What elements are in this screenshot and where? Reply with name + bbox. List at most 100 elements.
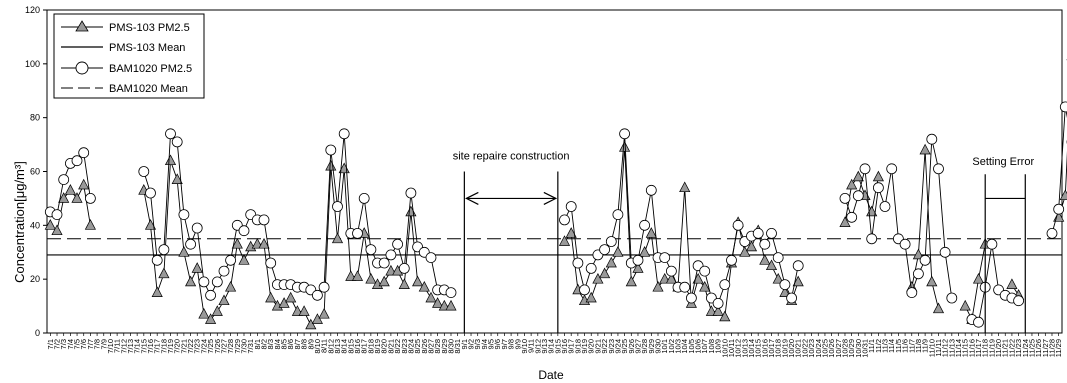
point-pms: [445, 299, 457, 311]
point-pms: [378, 275, 390, 287]
point-bam: [585, 262, 597, 274]
x-tick-label: 10/20: [787, 339, 796, 358]
x-tick-label: 8/30: [447, 339, 456, 354]
point-pms: [652, 280, 664, 292]
x-tick-label: 8/4: [273, 339, 282, 349]
x-tick-label: 9/15: [553, 339, 562, 354]
point-pms: [285, 291, 297, 303]
x-tick-label: 7/12: [119, 339, 128, 354]
x-tick-label: 8/26: [420, 339, 429, 354]
x-tick-label: 8/19: [373, 339, 382, 354]
point-bam: [78, 147, 90, 159]
point-pms: [605, 256, 617, 268]
x-tick-label: 11/4: [887, 339, 896, 353]
x-tick-label: 7/18: [159, 339, 168, 354]
x-tick-label: 9/8: [507, 339, 516, 349]
point-pms: [839, 216, 851, 227]
x-tick-label: 10/18: [774, 339, 783, 358]
x-tick-label: 10/15: [754, 339, 763, 358]
point-pms: [84, 219, 96, 230]
x-tick-label: 10/10: [720, 339, 729, 358]
x-tick-label: 10/29: [847, 339, 856, 358]
point-pms: [151, 286, 163, 297]
point-pms: [592, 272, 604, 284]
x-tick-label: 11/14: [954, 339, 963, 357]
point-pms: [405, 205, 417, 217]
point-bam: [572, 257, 584, 269]
point-bam: [205, 289, 217, 301]
point-pms: [51, 224, 63, 236]
point-bam: [145, 187, 156, 199]
point-pms: [211, 305, 223, 316]
point-bam: [659, 252, 671, 264]
x-tick-label: 9/28: [640, 339, 649, 354]
point-bam: [599, 244, 610, 256]
point-bam: [632, 254, 644, 266]
x-tick-label: 11/15: [961, 339, 970, 357]
point-bam: [325, 144, 337, 156]
annotation-label: site repaire construction: [453, 150, 570, 162]
x-tick-label: 11/13: [947, 339, 956, 357]
point-bam: [425, 252, 437, 264]
legend-label-pms-mean: PMS-103 Mean: [109, 42, 185, 54]
point-pms: [198, 307, 210, 319]
point-pms: [612, 246, 624, 257]
point-bam: [332, 201, 343, 212]
legend-item-pms-mean: PMS-103 Mean: [61, 42, 185, 54]
x-tick-label: 10/9: [714, 339, 723, 354]
point-pms: [765, 259, 778, 271]
x-tick-label: 7/19: [166, 339, 175, 354]
x-tick-label: 7/14: [133, 339, 142, 354]
x-tick-label: 8/12: [326, 339, 335, 354]
x-tick-label: 10/21: [794, 339, 803, 358]
point-bam: [398, 262, 410, 274]
x-tick-label: 7/20: [173, 339, 182, 354]
x-tick-label: 11/25: [1028, 339, 1037, 357]
x-tick-label: 7/29: [233, 339, 242, 354]
point-pms: [912, 248, 924, 260]
x-tick-label: 10/4: [680, 339, 689, 354]
point-pms: [699, 280, 711, 292]
point-pms: [158, 267, 170, 279]
point-bam: [712, 297, 724, 309]
x-tick-label: 10/27: [834, 339, 843, 358]
point-pms: [238, 254, 250, 265]
point-pms: [665, 272, 677, 284]
x-tick-label: 8/22: [393, 339, 402, 354]
x-tick-label: 10/31: [861, 339, 870, 358]
x-tick-label: 11/24: [1021, 339, 1030, 357]
point-bam: [358, 192, 370, 204]
x-axis-label: Date: [538, 368, 564, 382]
series-line-0: [844, 175, 879, 223]
x-tick-label: 9/2: [467, 339, 476, 349]
point-bam: [392, 238, 404, 250]
series-line-0: [1058, 150, 1067, 218]
x-tick-label: 11/17: [974, 339, 983, 357]
point-bam: [986, 238, 998, 250]
x-tick-label: 8/7: [293, 339, 302, 349]
point-bam: [859, 163, 871, 175]
x-tick-label: 7/21: [179, 339, 188, 354]
x-tick-label: 8/9: [306, 339, 315, 349]
x-tick-label: 10/23: [807, 339, 816, 358]
x-tick-label: 11/2: [874, 339, 883, 353]
point-bam: [385, 249, 397, 261]
point-pms: [919, 143, 931, 155]
x-tick-label: 9/6: [493, 339, 502, 349]
legend-item-pms: PMS-103 PM2.5: [61, 20, 190, 34]
x-tick-label: 7/17: [153, 339, 162, 354]
x-tick-label: 8/25: [413, 339, 422, 354]
x-tick-label: 11/5: [894, 339, 903, 353]
point-bam: [766, 227, 777, 239]
point-bam: [946, 292, 958, 304]
point-pms: [412, 275, 424, 287]
point-pms: [318, 307, 330, 319]
arrow-left-icon: [465, 191, 479, 205]
point-bam: [365, 244, 377, 256]
point-bam: [138, 166, 150, 177]
x-tick-label: 8/29: [440, 339, 449, 354]
legend-item-bam: BAM1020 PM2.5: [61, 61, 192, 75]
point-bam: [185, 238, 197, 250]
point-pms: [225, 280, 237, 292]
x-tick-label: 11/1: [867, 339, 876, 353]
